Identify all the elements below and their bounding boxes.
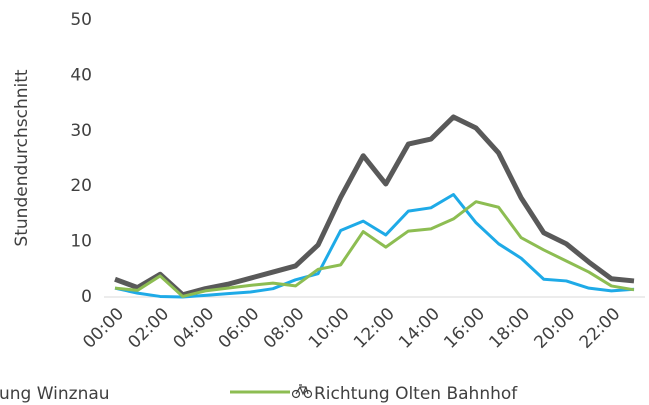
x-tick-label: 06:00 — [215, 304, 264, 353]
y-tick-label: 0 — [81, 287, 92, 307]
y-axis-label: Stundendurchschnitt — [12, 69, 32, 246]
line-series — [114, 200, 635, 298]
x-tick-label: 20:00 — [531, 304, 580, 353]
line-series — [114, 193, 635, 299]
x-tick-label: 18:00 — [485, 304, 534, 353]
y-tick-label: 50 — [70, 10, 92, 30]
x-tick-label: 04:00 — [170, 304, 219, 353]
y-tick-label: 20 — [70, 176, 92, 196]
x-tick-label: 02:00 — [124, 304, 173, 353]
y-tick-label: 30 — [70, 121, 92, 141]
line-series — [114, 114, 635, 298]
x-tick-label: 22:00 — [576, 304, 625, 353]
bike-icon — [291, 384, 313, 399]
legend-label: ung Winznau — [0, 384, 110, 404]
x-tick-label: 00:00 — [79, 304, 128, 353]
x-tick-label: 08:00 — [260, 304, 309, 353]
x-tick-label: 14:00 — [395, 304, 444, 353]
y-tick-label: 10 — [70, 232, 92, 252]
x-tick-label: 16:00 — [440, 304, 489, 353]
legend-label: Richtung Olten Bahnhof — [314, 384, 518, 404]
y-tick-label: 40 — [70, 65, 92, 85]
x-tick-label: 10:00 — [305, 304, 354, 353]
x-tick-label: 12:00 — [350, 304, 399, 353]
